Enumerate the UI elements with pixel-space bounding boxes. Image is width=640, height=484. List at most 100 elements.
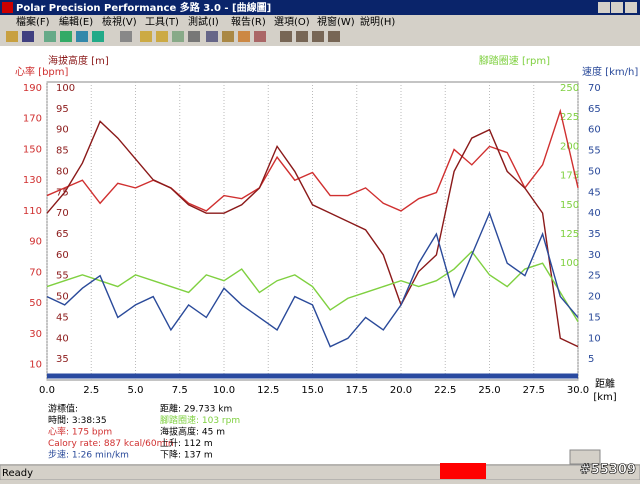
y-tick-label: 170 xyxy=(23,114,42,125)
toolbar-button[interactable] xyxy=(140,31,152,42)
y-tick-label: 90 xyxy=(29,237,42,248)
y2-tick-label: 10 xyxy=(588,333,601,344)
x-tick-label: 2.5 xyxy=(83,385,99,396)
info-text: 心率: 175 bpm xyxy=(48,426,112,438)
y3-tick-label: 100 xyxy=(56,83,75,94)
toolbar-button[interactable] xyxy=(280,31,292,42)
x-axis-label: 距離 xyxy=(595,377,615,390)
toolbar-button[interactable] xyxy=(296,31,308,42)
y-tick-label: 110 xyxy=(23,206,42,217)
x-tick-label: 25.0 xyxy=(478,385,500,396)
y4-tick-label: 250 xyxy=(560,83,579,94)
y3-tick-label: 50 xyxy=(56,292,69,303)
toolbar-button[interactable] xyxy=(222,31,234,42)
y-tick-label: 10 xyxy=(29,360,42,371)
y3-tick-label: 65 xyxy=(56,229,69,240)
toolbar-button[interactable] xyxy=(120,31,132,42)
app-icon xyxy=(2,2,13,13)
info-text: Calory rate: 887 kcal/60min xyxy=(48,439,174,449)
series-line xyxy=(46,211,579,348)
x-tick-label: 10.0 xyxy=(213,385,235,396)
toolbar-button[interactable] xyxy=(60,31,72,42)
toolbar-button[interactable] xyxy=(44,31,56,42)
toolbar-button[interactable] xyxy=(206,31,218,42)
y-tick-label: 130 xyxy=(23,175,42,186)
toolbar-button[interactable] xyxy=(238,31,250,42)
y2-tick-label: 20 xyxy=(588,292,601,303)
y3-tick-label: 90 xyxy=(56,125,69,136)
y2-tick-label: 40 xyxy=(588,208,601,219)
info-text: 步速: 1:26 min/km xyxy=(48,450,129,461)
y3-tick-label: 70 xyxy=(56,208,69,219)
info-text: 海拔高度: 45 m xyxy=(160,426,225,438)
maximize-button[interactable] xyxy=(611,2,623,13)
info-text: 下降: 137 m xyxy=(160,449,213,461)
x-tick-label: 15.0 xyxy=(301,385,323,396)
menu-item[interactable]: 檢視(V) xyxy=(102,15,137,28)
menu-item[interactable]: 工具(T) xyxy=(145,16,179,28)
info-text: 腳踏圈速: 103 rpm xyxy=(160,414,240,426)
y-tick-label: 190 xyxy=(23,83,42,94)
y4-tick-label: 125 xyxy=(560,229,579,240)
watermark: #55309 xyxy=(580,463,636,478)
toolbar-button[interactable] xyxy=(172,31,184,42)
y3-tick-label: 55 xyxy=(56,271,69,282)
y2-tick-label: 25 xyxy=(588,271,601,282)
toolbar xyxy=(6,31,340,42)
y4-tick-label: 175 xyxy=(560,171,579,182)
series-line xyxy=(46,108,579,212)
x-tick-label: 7.5 xyxy=(172,385,188,396)
menu-item[interactable]: 選項(O) xyxy=(274,15,310,28)
menu-item[interactable]: 編輯(E) xyxy=(59,15,93,28)
menu-item[interactable]: 說明(H) xyxy=(360,15,395,28)
x-tick-label: 30.0 xyxy=(567,385,589,396)
menu-item[interactable]: 測試(I) xyxy=(188,15,219,28)
toolbar-button[interactable] xyxy=(76,31,88,42)
close-button[interactable] xyxy=(625,2,637,13)
toolbar-button[interactable] xyxy=(254,31,266,42)
menu-item[interactable]: 視窗(W) xyxy=(317,15,355,28)
y-tick-label: 30 xyxy=(29,329,42,340)
y4-tick-label: 225 xyxy=(560,112,579,123)
x-tick-label: 20.0 xyxy=(390,385,412,396)
status-text: Ready xyxy=(2,468,33,479)
y3-tick-label: 60 xyxy=(56,250,69,261)
title-bar xyxy=(0,0,640,15)
y2-tick-label: 45 xyxy=(588,187,601,198)
menu-item[interactable]: 檔案(F) xyxy=(16,15,50,28)
y2-tick-label: 30 xyxy=(588,250,601,261)
toolbar-button[interactable] xyxy=(6,31,18,42)
y2-tick-label: 5 xyxy=(588,354,594,365)
y2-axis-label: 速度 [km/h] xyxy=(582,65,638,78)
chart: 0.0 2.5 5.0 7.5 10.0 12.5 15.0 17.5 20.0 22.5 25.0… xyxy=(15,54,638,403)
menu-bar: 檔案(F) 編輯(E) 檢視(V) 工具(T) 測試(I) 報告(R) 選項(O) 視窗(W)… xyxy=(16,15,395,28)
y2-tick-label: 70 xyxy=(588,83,601,94)
y3-axis-label: 海拔高度 [m] xyxy=(48,54,109,67)
status-bar xyxy=(0,464,640,481)
scroll-control[interactable] xyxy=(569,449,601,465)
toolbar-button[interactable] xyxy=(312,31,324,42)
y2-tick-label: 15 xyxy=(588,312,601,323)
toolbar-button[interactable] xyxy=(22,31,34,42)
toolbar-button[interactable] xyxy=(156,31,168,42)
y2-tick-label: 65 xyxy=(588,104,601,115)
x-tick-label: 0.0 xyxy=(39,385,55,396)
toolbar-button[interactable] xyxy=(328,31,340,42)
info-text: 距離: 29.733 km xyxy=(160,403,232,415)
y2-tick-label: 50 xyxy=(588,166,601,177)
x-tick-label: 5.0 xyxy=(128,385,144,396)
info-text: 游標值: xyxy=(48,403,78,415)
minimize-button[interactable] xyxy=(598,2,610,13)
status-indicator xyxy=(440,463,486,479)
x-axis-unit: [km] xyxy=(593,392,616,403)
toolbar-button[interactable] xyxy=(92,31,104,42)
chart-panel xyxy=(0,46,640,464)
y3-tick-label: 45 xyxy=(56,312,69,323)
y3-tick-label: 95 xyxy=(56,104,69,115)
menu-item[interactable]: 報告(R) xyxy=(231,15,266,28)
y3-tick-label: 75 xyxy=(56,187,69,198)
y4-axis-label: 腳踏圈速 [rpm] xyxy=(479,54,550,67)
y-tick-label: 50 xyxy=(29,298,42,309)
toolbar-button[interactable] xyxy=(188,31,200,42)
info-text: 時間: 3:38:35 xyxy=(48,415,107,426)
